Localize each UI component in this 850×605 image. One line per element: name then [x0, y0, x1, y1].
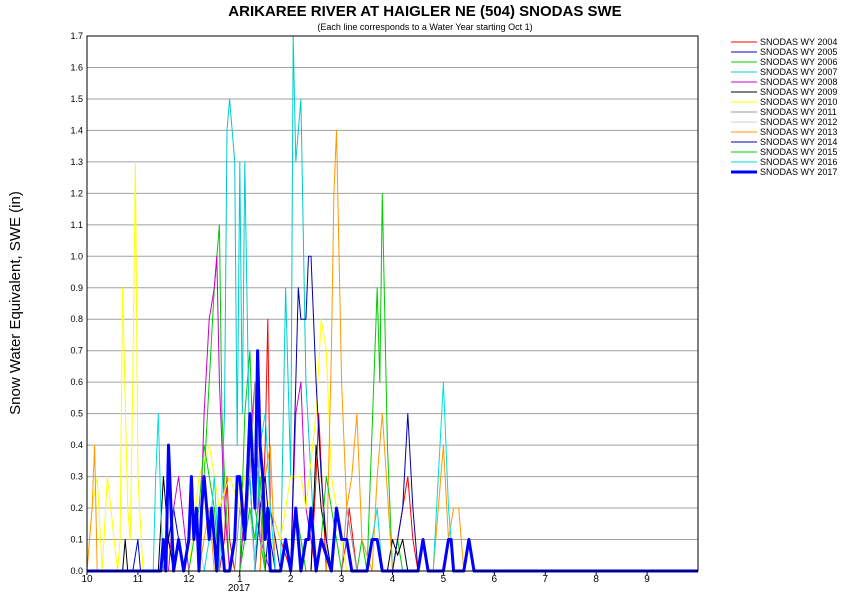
legend-entry: SNODAS WY 2012: [760, 117, 837, 127]
y-tick-label: 0.6: [70, 377, 83, 387]
x-tick-label: 5: [441, 574, 447, 585]
x-tick-label: 8: [593, 574, 599, 585]
gridlines: [87, 35, 698, 572]
legend-entry: SNODAS WY 2010: [760, 97, 837, 107]
y-axis-ticks: 0.0 0.1 0.2 0.3 0.4 0.5 0.6 0.7 0.8 0.9 1.0 1.1 1.2 1…: [70, 31, 83, 576]
series-line: [86, 129, 698, 572]
chart-subtitle: (Each line corresponds to a Water Year s…: [317, 22, 532, 32]
legend-entry: SNODAS WY 2017: [760, 167, 837, 177]
y-tick-label: 0.3: [70, 472, 83, 482]
legend-entry: SNODAS WY 2009: [760, 87, 837, 97]
y-tick-label: 0.8: [70, 314, 83, 324]
x-tick-label: 11: [133, 574, 144, 585]
y-tick-label: 1.5: [70, 94, 83, 104]
series-lines: [86, 35, 698, 573]
series-line: [87, 444, 698, 572]
y-tick-label: 0.7: [70, 346, 83, 356]
legend-entry: SNODAS WY 2011: [760, 107, 837, 117]
y-tick-label: 0.1: [70, 535, 83, 545]
x-tick-label: 1: [237, 574, 243, 585]
y-tick-label: 0.0: [70, 566, 83, 576]
y-tick-label: 1.3: [70, 157, 83, 167]
y-tick-label: 1.0: [70, 251, 83, 261]
series-line: [86, 161, 698, 572]
chart-title: ARIKAREE RIVER AT HAIGLER NE (504) SNODA…: [228, 3, 621, 20]
x-tick-label: 7: [542, 574, 548, 585]
y-axis-label: Snow Water Equivalent, SWE (in): [7, 191, 24, 415]
legend-entry: SNODAS WY 2005: [760, 47, 837, 57]
x-tick-label: 6: [492, 574, 498, 585]
series-line: [87, 35, 698, 572]
y-tick-label: 1.1: [70, 220, 83, 230]
y-tick-label: 0.9: [70, 283, 83, 293]
x-tick-label: 10: [81, 574, 93, 585]
x-tick-label: 2: [288, 574, 294, 585]
x-axis-ticks: 10 11 12 1 2 3 4 5 6 7 8 9: [81, 571, 650, 585]
plot-frame: [86, 35, 699, 572]
legend-entry: SNODAS WY 2004: [760, 37, 837, 47]
legend-entry: SNODAS WY 2016: [760, 157, 837, 167]
y-tick-label: 1.7: [70, 31, 83, 41]
x-axis-year-label: 2017: [228, 583, 251, 594]
legend-entry: SNODAS WY 2015: [760, 147, 837, 157]
y-tick-label: 0.2: [70, 503, 83, 513]
y-tick-label: 1.2: [70, 188, 83, 198]
y-tick-label: 1.4: [70, 125, 83, 135]
legend-entry: SNODAS WY 2008: [760, 77, 837, 87]
legend-entry: SNODAS WY 2007: [760, 67, 837, 77]
legend-entry: SNODAS WY 2006: [760, 57, 837, 67]
x-tick-label: 12: [183, 574, 195, 585]
series-line: [87, 476, 698, 572]
legend-entry: SNODAS WY 2014: [760, 137, 837, 147]
y-tick-label: 1.6: [70, 62, 83, 72]
x-tick-label: 4: [390, 574, 396, 585]
y-tick-label: 0.4: [70, 440, 83, 450]
y-tick-label: 0.5: [70, 409, 83, 419]
x-tick-label: 3: [339, 574, 345, 585]
x-tick-label: 9: [644, 574, 650, 585]
legend-entry: SNODAS WY 2013: [760, 127, 837, 137]
